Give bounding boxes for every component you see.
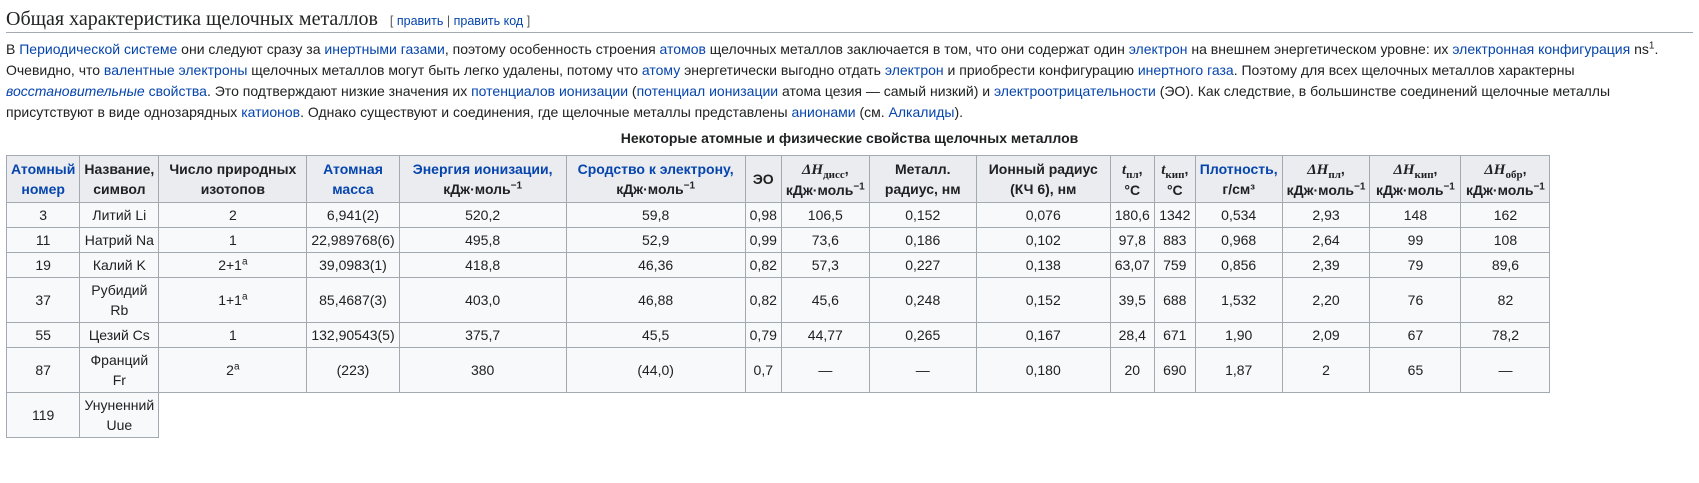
properties-table: Атомный номер Название, символ Число приро… [5,155,1551,438]
col-density[interactable]: Плотность, г/см³ [1194,155,1283,203]
col-dh-melt: ΔHпл, кДж·моль−1 [1281,155,1371,203]
col-ionic-radius: Ионный радиус (КЧ 6), нм [975,155,1111,203]
edit-links: [ править | править код ] [389,14,531,28]
link-anions[interactable]: анионами [791,104,856,120]
table-row: 19 Калий K 2+1a 39,0983(1) 418,8 46,36 0… [5,252,1551,278]
link-electron-configuration[interactable]: электронная конфигурация [1452,41,1631,57]
link-ionization-potential[interactable]: потенциал ионизации [636,83,779,99]
link-electronegativity[interactable]: электроотрицательности [993,83,1156,99]
table-row: 119 Унуненний Uue [5,392,1550,438]
col-isotopes: Число природных изотопов [158,155,308,203]
table-row: 55 Цезий Cs 1 132,90543(5) 375,7 45,5 0,… [5,322,1551,348]
link-reducing[interactable]: восстановительные [6,83,145,99]
col-dh-boil: ΔHкип, кДж·моль−1 [1369,155,1462,203]
link-atoms[interactable]: атомов [659,41,706,57]
col-dh-form: ΔHобр, кДж·моль−1 [1460,155,1551,203]
link-properties[interactable]: свойства [148,83,207,99]
link-atom[interactable]: атому [641,62,681,78]
table-row: 3 Литий Li 2 6,941(2) 520,2 59,8 0,98 10… [5,202,1551,228]
section-title: Общая характеристика щелочных металлов [6,8,378,30]
link-electron[interactable]: электрон [1128,41,1188,57]
link-inert-gases[interactable]: инертными газами [324,41,445,57]
col-dh-diss: ΔHдисс, кДж·моль−1 [780,155,870,203]
col-metal-radius: Металл. радиус, нм [868,155,977,203]
col-name: Название, символ [79,155,160,203]
col-electron-affinity[interactable]: Сродство к электрону, кДж·моль−1 [565,155,746,203]
edit-link[interactable]: править [396,14,444,28]
link-ionization-potentials[interactable]: потенциалов ионизации [471,83,629,99]
table-caption: Некоторые атомные и физические свойства … [620,130,1079,146]
table-row: 11 Натрий Na 1 22,989768(6) 495,8 52,9 0… [5,227,1551,253]
header-row: Атомный номер Название, символ Число приро… [5,155,1551,203]
col-atomic-number[interactable]: Атомный номер [5,155,81,203]
link-alkalides[interactable]: Алкалиды [888,104,955,120]
link-valence-electrons[interactable]: валентные электроны [103,62,248,78]
section-heading: Общая характеристика щелочных металлов [… [6,4,1693,33]
link-periodic-system[interactable]: Периодической системе [19,41,178,57]
link-electron-2[interactable]: электрон [884,62,944,78]
edit-code-link[interactable]: править код [453,14,524,28]
intro-paragraph: В Периодической системе они следуют сраз… [6,40,1659,120]
link-cations[interactable]: катионов [241,104,301,120]
col-atomic-mass[interactable]: Атомная масса [306,155,400,203]
link-inert-gas[interactable]: инертного газа [1137,62,1234,78]
table-row: 87 Франций Fr 2a (223) 380 (44,0) 0,7 — —… [5,347,1551,393]
col-ionization-energy[interactable]: Энергия ионизации, кДж·моль−1 [398,155,567,203]
col-t-boil: tкип, °C [1153,155,1196,203]
table-row: 37 Рубидий Rb 1+1a 85,4687(3) 403,0 46,88… [5,277,1551,323]
col-eo: ЭО [744,155,782,203]
col-t-melt: tпл, °C [1109,155,1155,203]
